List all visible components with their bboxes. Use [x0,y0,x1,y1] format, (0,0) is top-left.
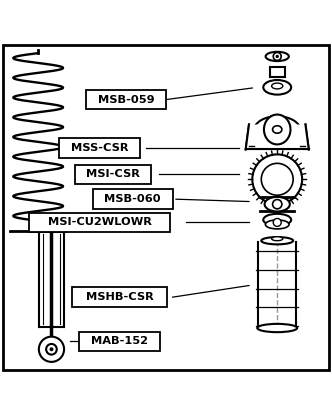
Text: MSS-CSR: MSS-CSR [71,143,128,153]
Ellipse shape [265,220,289,229]
Circle shape [49,347,53,351]
Ellipse shape [257,324,297,332]
Circle shape [261,164,293,195]
FancyBboxPatch shape [75,164,151,184]
Polygon shape [246,124,309,149]
Circle shape [273,200,282,209]
FancyBboxPatch shape [93,189,173,209]
Ellipse shape [265,197,290,212]
FancyBboxPatch shape [86,90,166,110]
Text: MAB-152: MAB-152 [91,336,148,346]
Text: MSI-CU2WLOWR: MSI-CU2WLOWR [48,217,151,227]
Circle shape [39,337,64,362]
Ellipse shape [272,237,283,241]
Ellipse shape [273,126,282,133]
Text: MSI-CSR: MSI-CSR [86,169,140,179]
Circle shape [276,55,279,58]
FancyBboxPatch shape [72,287,167,307]
Text: MSHB-CSR: MSHB-CSR [86,292,153,302]
Ellipse shape [263,214,291,226]
FancyBboxPatch shape [59,138,140,158]
Circle shape [252,154,302,204]
Ellipse shape [261,237,293,244]
Ellipse shape [263,80,291,95]
Text: MSB-060: MSB-060 [105,194,161,204]
Circle shape [273,52,281,61]
FancyBboxPatch shape [29,212,170,232]
Ellipse shape [266,52,289,61]
Circle shape [273,218,281,227]
Ellipse shape [272,83,283,89]
Ellipse shape [264,115,290,144]
Text: MSB-059: MSB-059 [98,95,154,105]
FancyBboxPatch shape [79,332,160,351]
Circle shape [46,344,57,354]
